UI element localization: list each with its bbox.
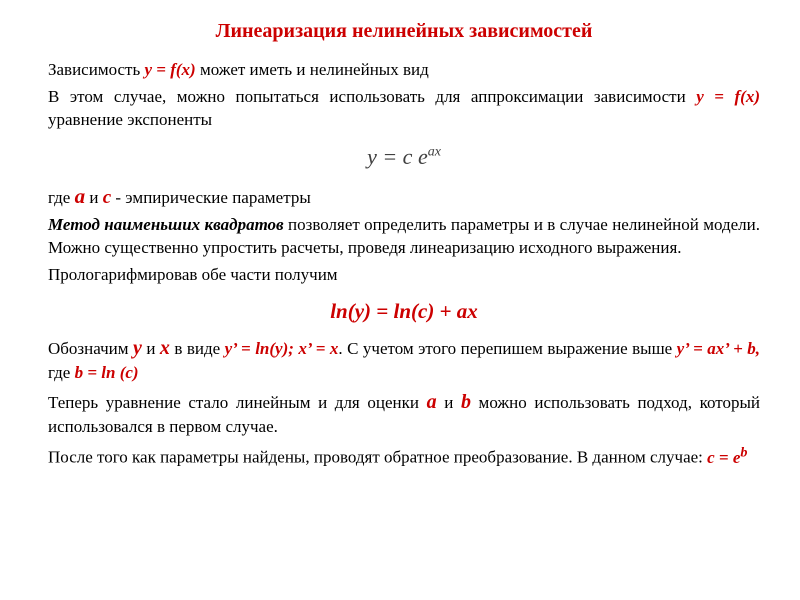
- eq-sup: ax: [428, 144, 441, 159]
- var-x: x: [160, 337, 170, 359]
- text: уравнение экспоненты: [48, 110, 212, 129]
- text: в виде: [170, 339, 225, 358]
- paragraph-6: Обозначим y и x в виде y’ = ln(y); x’ = …: [48, 335, 760, 385]
- param-a: a: [75, 184, 86, 208]
- equation-ln: ln(y) = ln(c) + ax: [48, 297, 760, 325]
- text: где: [48, 188, 75, 207]
- text: Обозначим: [48, 339, 133, 358]
- text: и: [437, 393, 461, 412]
- eq-lhs: y = c e: [367, 144, 428, 169]
- param-a: a: [427, 391, 437, 413]
- text: и: [142, 339, 160, 358]
- paragraph-4: Метод наименьших квадратов позволяет опр…: [48, 214, 760, 260]
- paragraph-2: В этом случае, можно попытаться использо…: [48, 86, 760, 132]
- paragraph-3: где a и c - эмпирические параметры: [48, 182, 760, 211]
- text: . С учетом этого перепишем выражение выш…: [338, 339, 676, 358]
- back-transform: c = eb: [707, 448, 747, 467]
- formula-yfx: y = f(x): [696, 87, 760, 106]
- paragraph-5: Прологарифмировав обе части получим: [48, 264, 760, 287]
- equation-exponent: y = c eax: [48, 138, 760, 176]
- formula-yfx: y = f(x): [145, 60, 196, 79]
- document-page: Линеаризация нелинейных зависимостей Зав…: [0, 0, 800, 470]
- text: может иметь и нелинейных вид: [196, 60, 429, 79]
- text: и: [85, 188, 103, 207]
- text: Теперь уравнение стало линейным и для оц…: [48, 393, 427, 412]
- paragraph-8: После того как параметры найдены, провод…: [48, 443, 760, 470]
- paragraph-7: Теперь уравнение стало линейным и для оц…: [48, 389, 760, 439]
- eq-sup: b: [740, 444, 747, 460]
- text: После того как параметры найдены, провод…: [48, 448, 707, 467]
- param-b: b: [461, 391, 471, 413]
- paragraph-1: Зависимость y = f(x) может иметь и нелин…: [48, 59, 760, 82]
- text: В этом случае, можно попытаться использо…: [48, 87, 696, 106]
- substitution-3: b = ln (c): [75, 363, 139, 382]
- text: - эмпирические параметры: [111, 188, 311, 207]
- text: где: [48, 363, 75, 382]
- substitution-1: y’ = ln(y); x’ = x: [225, 339, 339, 358]
- page-title: Линеаризация нелинейных зависимостей: [48, 18, 760, 45]
- equation-content: y = c eax: [357, 138, 451, 176]
- method-name: Метод наименьших квадратов: [48, 215, 284, 234]
- text: Зависимость: [48, 60, 145, 79]
- eq-base: c = e: [707, 448, 740, 467]
- var-y: y: [133, 337, 142, 359]
- param-c: c: [103, 187, 111, 208]
- substitution-2: y’ = ax’ + b,: [677, 339, 760, 358]
